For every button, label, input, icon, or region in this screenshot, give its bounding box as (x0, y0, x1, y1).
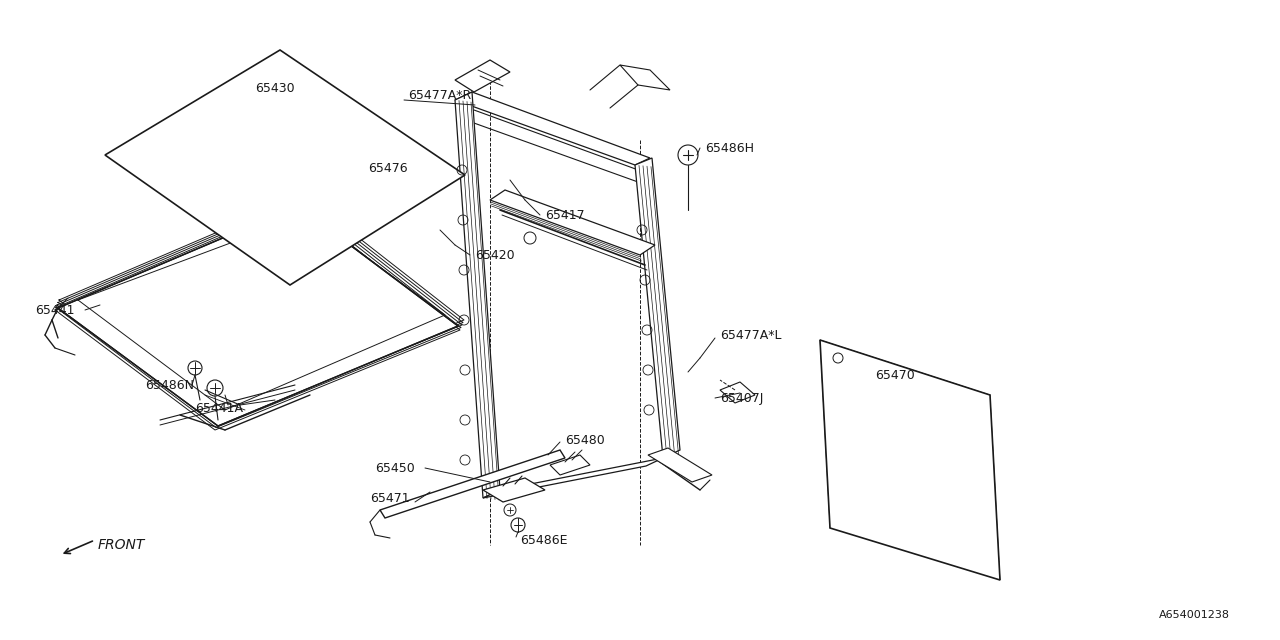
Polygon shape (483, 478, 545, 502)
Polygon shape (454, 92, 500, 498)
Text: 65417: 65417 (545, 209, 585, 221)
Text: 65470: 65470 (876, 369, 915, 381)
Polygon shape (820, 340, 1000, 580)
Polygon shape (635, 158, 680, 458)
Polygon shape (454, 92, 650, 165)
Text: 65420: 65420 (475, 248, 515, 262)
Polygon shape (490, 190, 655, 255)
Text: 65486N: 65486N (145, 378, 195, 392)
Polygon shape (380, 450, 564, 518)
Text: 65486H: 65486H (705, 141, 754, 154)
Text: 65407J: 65407J (719, 392, 763, 404)
Text: 65476: 65476 (369, 161, 407, 175)
Text: A654001238: A654001238 (1158, 610, 1230, 620)
Polygon shape (550, 455, 590, 475)
Polygon shape (648, 448, 712, 482)
Text: 65430: 65430 (255, 81, 294, 95)
Text: 65441: 65441 (35, 303, 74, 317)
Polygon shape (105, 50, 465, 285)
Text: FRONT: FRONT (99, 538, 146, 552)
Polygon shape (620, 65, 669, 90)
Text: 65450: 65450 (375, 461, 415, 474)
Text: 65480: 65480 (564, 433, 604, 447)
Polygon shape (454, 60, 509, 92)
Polygon shape (719, 382, 755, 403)
Text: 65477A*L: 65477A*L (719, 328, 782, 342)
Text: 65441A: 65441A (195, 401, 243, 415)
Polygon shape (58, 206, 458, 426)
Text: 65477A*R: 65477A*R (408, 88, 471, 102)
Text: 65486E: 65486E (520, 534, 567, 547)
Text: 65471: 65471 (370, 492, 410, 504)
Polygon shape (483, 458, 663, 498)
